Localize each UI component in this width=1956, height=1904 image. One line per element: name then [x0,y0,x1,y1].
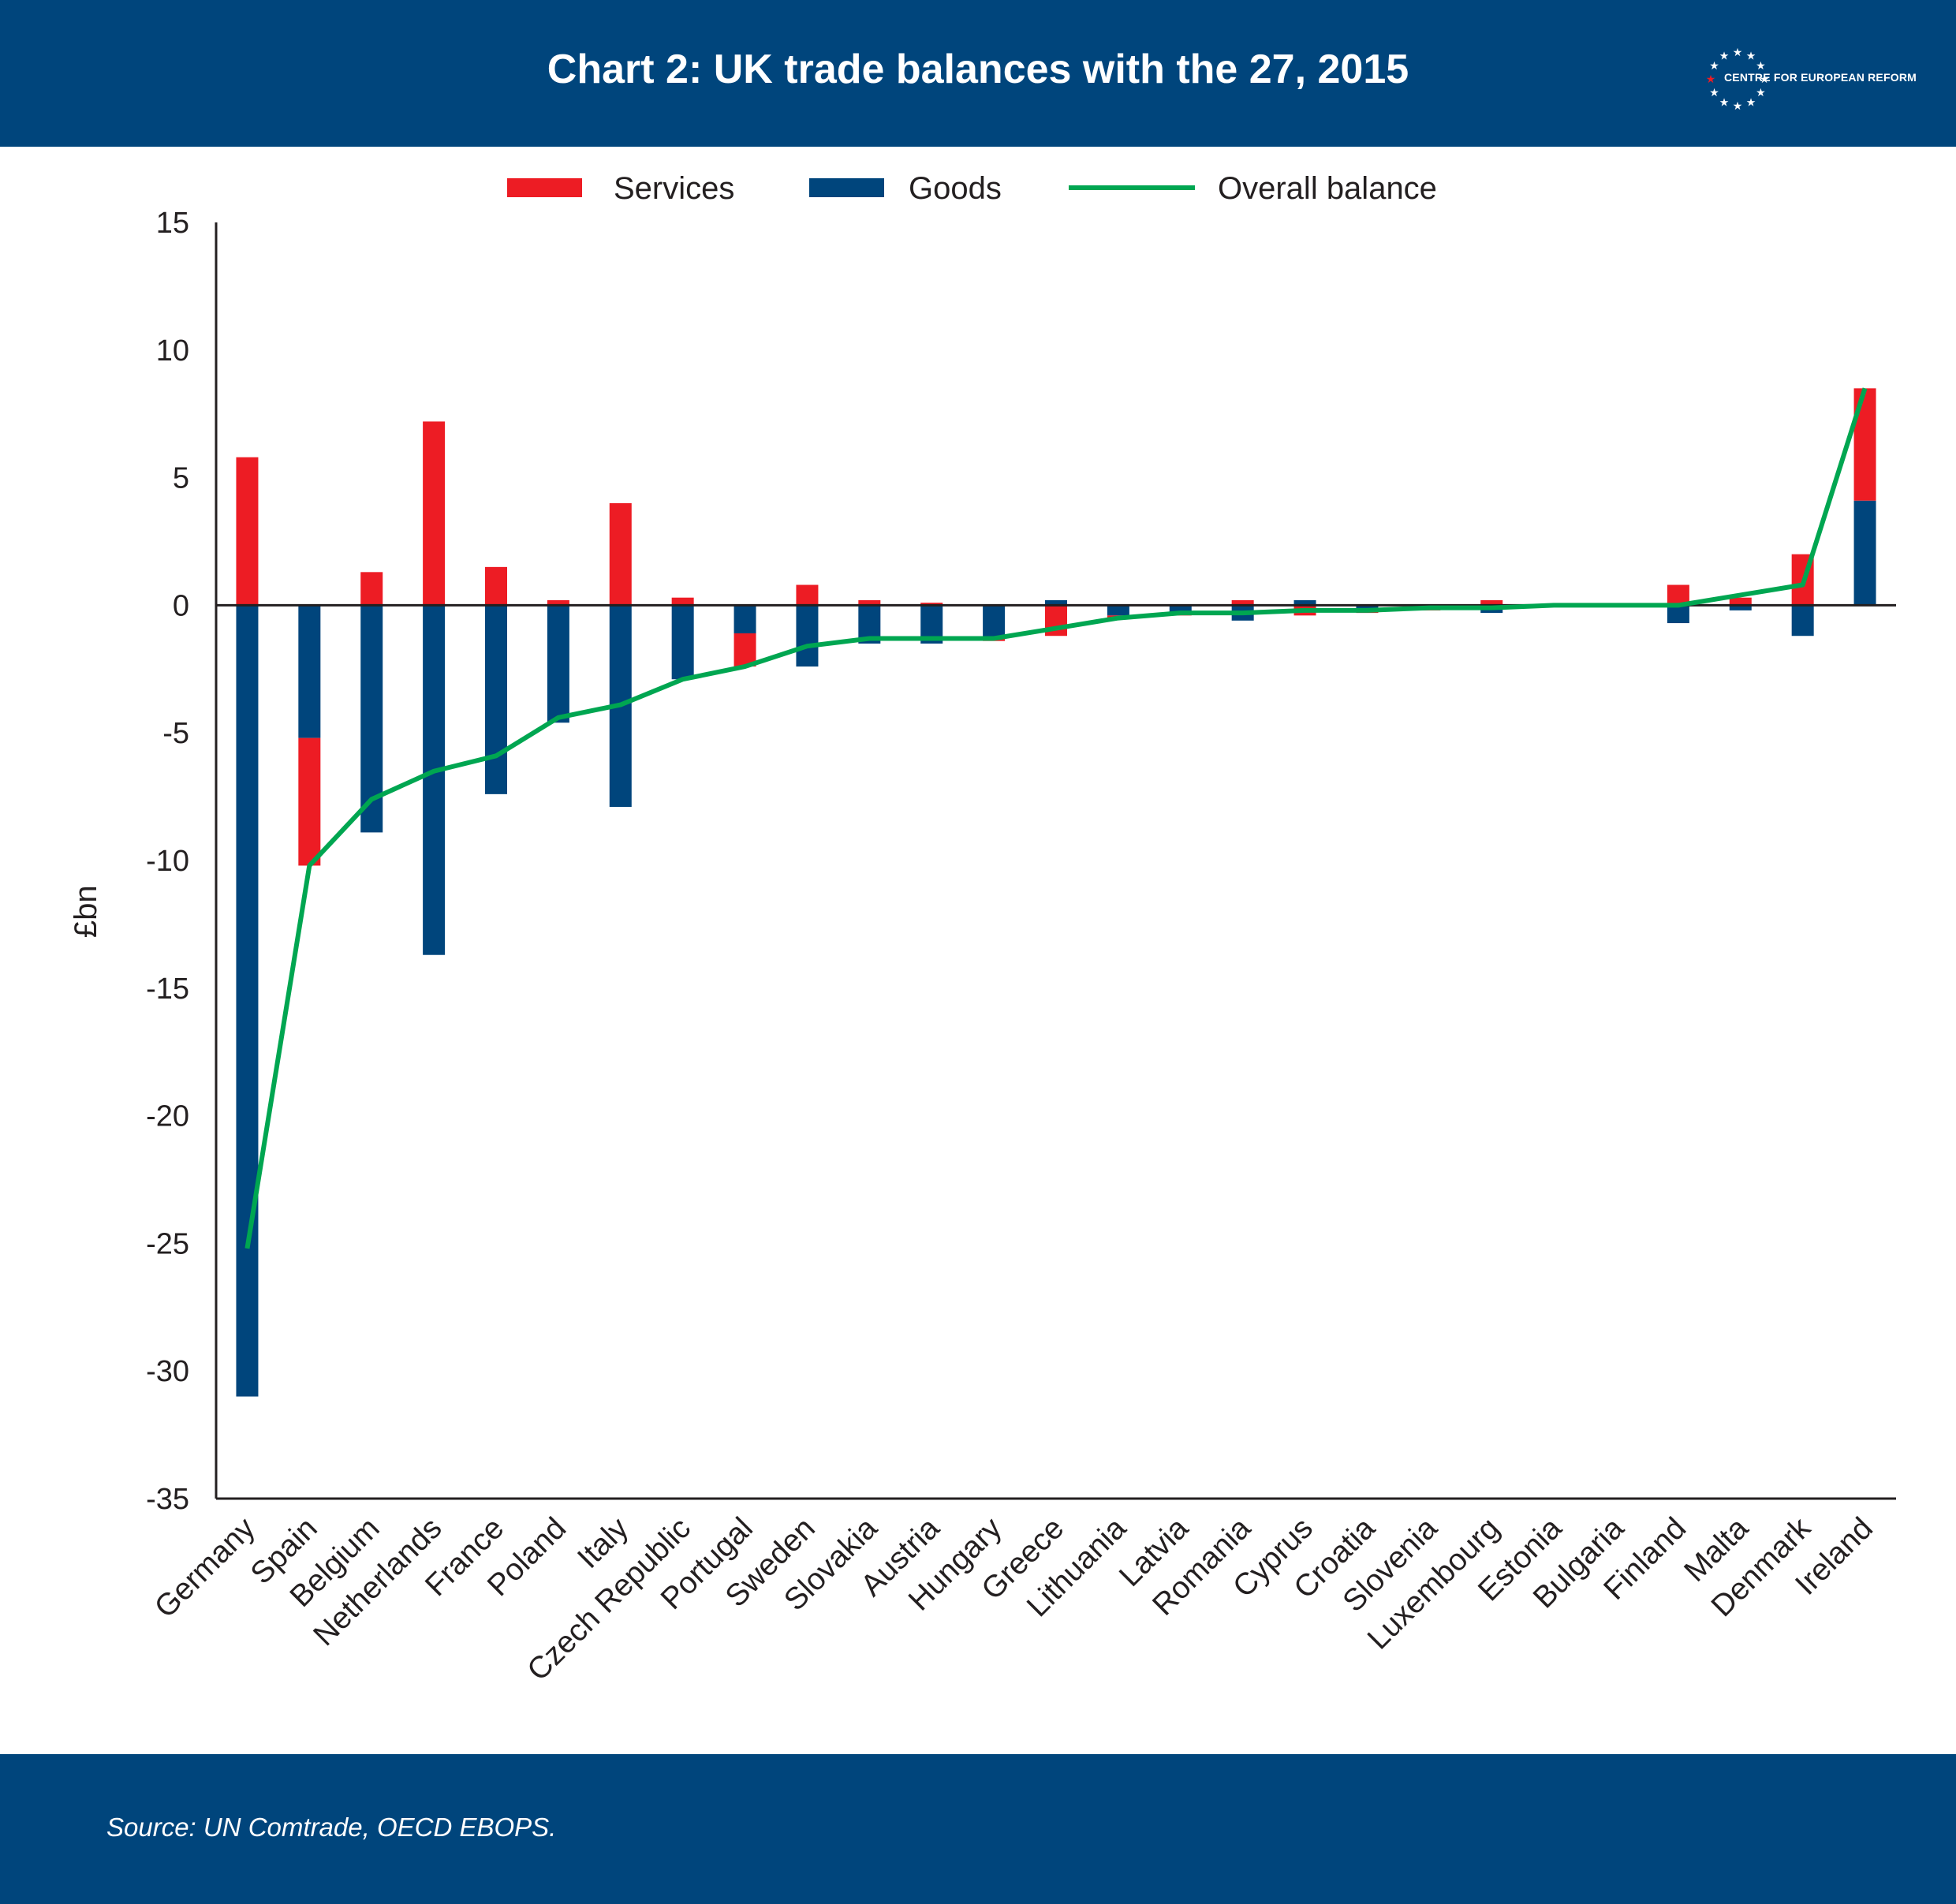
services-bar [734,633,756,667]
goods-bar [983,605,1006,639]
logo-star: ★ [1709,60,1719,73]
goods-bar [1045,599,1067,606]
logo-star: ★ [1719,96,1730,109]
goods-bar [1729,605,1752,610]
cer-logo: ★ ★ ★ ★ ★ ★ ★ ★ ★ ★ ★ ★ CENTRE FOR EUROPEAN REFORM [1702,46,1939,112]
legend-label-goods: Goods [909,171,1002,206]
services-bar [1729,597,1752,606]
source-note: Source: UN Comtrade, OECD EBOPS. [106,1813,557,1842]
logo-star: ★ [1756,87,1766,99]
overall-balance-line [244,387,1868,1249]
logo-star: ★ [1719,50,1730,63]
services-bar [236,457,259,606]
y-tick-label: 15 [156,207,189,240]
goods-bar [671,605,694,680]
goods-bar [734,605,756,633]
y-tick-label: -15 [146,973,189,1006]
services-bar [671,597,694,606]
y-tick-label: 0 [173,589,189,622]
goods-bar [485,605,507,794]
y-tick-label: -35 [146,1483,189,1516]
goods-bar [236,605,259,1397]
services-bar [485,566,507,606]
services-bar [360,572,383,606]
legend-label-services: Services [614,171,734,206]
chart-title: Chart 2: UK trade balances with the 27, … [547,47,1409,92]
services-bar [920,603,943,606]
goods-bar [1107,605,1129,616]
goods-bar [1356,605,1379,610]
services-bar [547,599,569,606]
goods-bar [1293,599,1316,606]
y-tick-label: -30 [146,1355,189,1388]
goods-bar [1169,605,1192,614]
legend: Services Goods Overall balance [507,171,1437,206]
logo-text: CENTRE FOR EUROPEAN REFORM [1724,71,1917,84]
chart-area: Services Goods Overall balance 15 10 5 0 -5 -10 -… [69,171,1896,1688]
y-tick-label: 10 [156,334,189,368]
y-tick-label: -5 [162,717,189,750]
services-bar [609,502,632,606]
goods-bar [547,605,569,723]
goods-bar [423,605,446,955]
legend-swatch-services [507,178,582,197]
services-bar [796,584,819,606]
eu-stars-icon: ★★★★★★★★★ ★ ★★ [1706,47,1770,112]
legend-swatch-goods [809,178,884,197]
logo-star: ★ [1706,73,1716,86]
goods-bar [1667,605,1689,624]
logo-star: ★ [1760,73,1770,86]
legend-label-overall-balance: Overall balance [1218,171,1437,206]
services-bar [423,421,446,606]
logo-star: ★ [1733,100,1743,112]
services-bar [298,737,321,866]
logo-star: ★ [1709,87,1719,99]
y-tick-label: -10 [146,845,189,878]
y-tick-label: -25 [146,1227,189,1260]
logo-star: ★ [1746,96,1756,109]
header-bar: Chart 2: UK trade balances with the 27, … [0,0,1956,147]
services-bar [1480,599,1503,606]
y-tick-label: -20 [146,1100,189,1133]
goods-bar [796,605,819,667]
y-axis-title: £bn [69,885,103,938]
services-bar [1231,599,1254,606]
y-tick-label: 5 [173,462,189,495]
goods-bar [1791,605,1814,637]
logo-star: ★ [1733,47,1743,59]
goods-bar [298,605,321,738]
logo-star: ★ [1756,60,1766,73]
logo-star: ★ [1746,50,1756,63]
services-bar [858,599,881,606]
goods-bar [1853,500,1876,606]
footer-bar [0,1754,1956,1904]
